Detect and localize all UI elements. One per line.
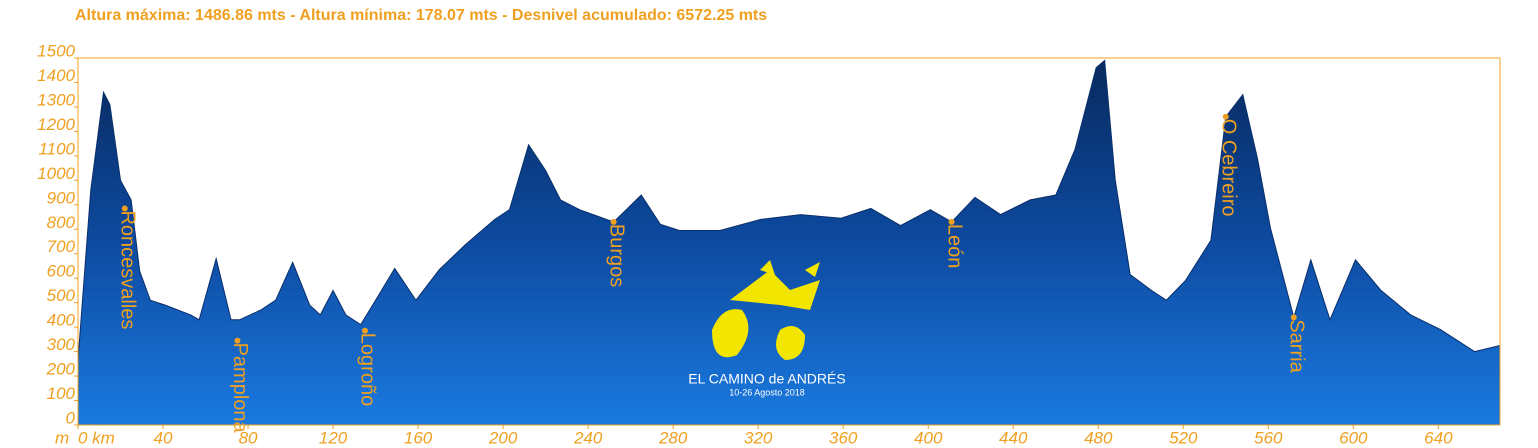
y-tick-label: 200 (46, 360, 76, 379)
logo-title: EL CAMINO de ANDRÉS (688, 371, 845, 387)
y-tick-label: 1200 (37, 115, 75, 134)
x-tick-label: 520 (1169, 428, 1198, 447)
x-tick-label: 560 (1254, 428, 1283, 447)
y-tick-label: 1300 (37, 90, 75, 109)
x-tick-label: 440 (999, 428, 1028, 447)
plot: 0100200300400500600700800900100011001200… (37, 41, 1501, 447)
annotation-label: Logroño (357, 333, 379, 406)
y-axis-label: m (55, 428, 69, 447)
x-tick-label: 80 (239, 428, 258, 447)
annotation-dot (610, 218, 617, 225)
y-tick-label: 400 (47, 311, 76, 330)
y-tick-label: 1500 (37, 41, 75, 60)
annotation-dot (121, 205, 128, 212)
area (77, 59, 1501, 426)
x-tick-label: 360 (829, 428, 858, 447)
annotation-label: O Cebreiro (1218, 119, 1240, 217)
annotation-label: León (943, 224, 965, 269)
annotation-dot (1222, 113, 1229, 120)
x-tick-label: 320 (744, 428, 773, 447)
y-tick-label: 1100 (38, 139, 75, 158)
annotation-dot (948, 218, 955, 225)
plot-border (77, 57, 1501, 426)
x-tick-label: 480 (1084, 428, 1113, 447)
annotation-label: Roncesvalles (116, 210, 138, 329)
x-tick-label: 120 (319, 428, 348, 447)
y-tick-label: 0 (66, 408, 76, 427)
x-tick-label: 400 (914, 428, 943, 447)
annotation-dot (234, 337, 241, 344)
y-tick-label: 1400 (37, 66, 75, 85)
annotation-label: Pamplona (229, 343, 251, 434)
y-tick-label: 800 (47, 213, 76, 232)
logo: EL CAMINO de ANDRÉS 10-26 Agosto 2018 (688, 260, 846, 397)
x-tick-label: 160 (404, 428, 433, 447)
annotation-label: Burgos (605, 224, 627, 287)
y-tick-label: 900 (47, 188, 76, 207)
x-tick-label: 0 km (78, 428, 115, 447)
y-tick-label: 500 (47, 286, 76, 305)
x-tick-label: 240 (573, 428, 603, 447)
y-tick-label: 1000 (37, 164, 75, 183)
logo-subtitle: 10-26 Agosto 2018 (729, 387, 805, 397)
logo-shape (712, 260, 820, 360)
annotation-dot (1290, 314, 1297, 321)
x-tick-label: 200 (488, 428, 518, 447)
y-tick-label: 300 (47, 335, 76, 354)
annotation-dot (361, 327, 368, 334)
x-tick-label: 600 (1339, 428, 1368, 447)
x-tick-label: 640 (1424, 428, 1453, 447)
annotation-label: Sarria (1286, 319, 1308, 373)
y-tick-label: 100 (47, 384, 76, 403)
x-tick-label: 40 (154, 428, 173, 447)
y-tick-label: 700 (47, 237, 76, 256)
y-tick-label: 600 (47, 262, 76, 281)
x-tick-label: 280 (658, 428, 688, 447)
chart-title: Altura máxima: 1486.86 mts - Altura míni… (75, 7, 767, 24)
